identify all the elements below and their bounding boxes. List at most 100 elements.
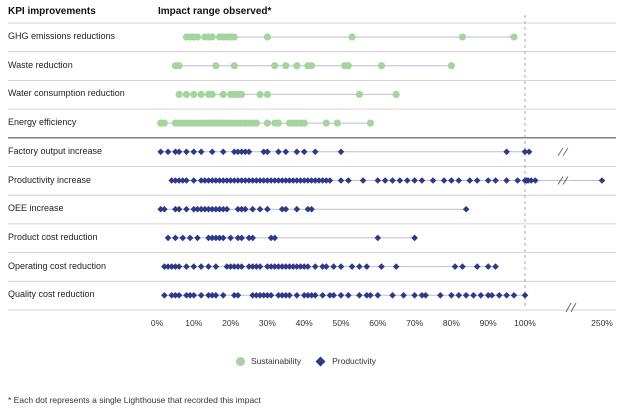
x-tick-label: 250% [591,318,613,328]
productivity-point [392,263,400,270]
productivity-point [197,177,205,184]
productivity-point [466,177,474,184]
productivity-point [304,177,312,184]
row-label: Operating cost reduction [8,260,107,271]
productivity-point [374,292,382,299]
productivity-point [293,177,301,184]
productivity-point [168,292,176,299]
productivity-point [503,292,510,299]
productivity-point [190,292,198,299]
productivity-point [245,263,253,270]
productivity-point [311,292,319,299]
productivity-point [183,292,190,299]
productivity-point [345,292,352,299]
row-break-mark [562,176,569,185]
productivity-point [249,292,256,299]
productivity-point [242,148,249,156]
productivity-point [223,263,231,270]
productivity-point [175,263,183,270]
productivity-point [230,263,238,270]
productivity-point [514,177,521,184]
x-tick-label: 20% [222,318,240,328]
productivity-point [212,263,220,270]
productivity-point [278,177,286,184]
productivity-point [455,177,463,184]
sustainability-point [175,90,183,98]
productivity-point [264,177,271,184]
productivity-point [448,177,455,184]
productivity-point [249,177,256,184]
row-label: Energy efficiency [8,117,77,128]
productivity-point [183,263,190,270]
productivity-point [238,234,245,242]
productivity-point [264,205,271,213]
productivity-point [293,263,301,270]
productivity-point [374,234,382,242]
productivity-point [484,292,492,299]
productivity-point [286,263,293,270]
sustainability-point [230,62,238,70]
productivity-point [186,234,194,242]
productivity-point [525,148,533,156]
row-label: Factory output increase [8,145,103,156]
row-label: Productivity increase [8,174,92,185]
productivity-point [451,263,459,270]
productivity-point [212,177,220,184]
productivity-point [396,177,404,184]
productivity-legend-marker [315,356,326,366]
productivity-point [212,234,220,242]
productivity-point [484,177,492,184]
productivity-point [227,234,234,242]
productivity-point [205,234,212,242]
row-label: Water consumption reduction [8,88,125,99]
productivity-point [308,205,315,213]
sustainability-point [230,33,238,41]
productivity-point [234,234,242,242]
productivity-point [168,263,176,270]
row-break-mark [557,176,564,185]
sustainability-point [348,33,356,41]
productivity-point [337,263,345,270]
sustainability-point [282,62,290,70]
productivity-point [212,292,220,299]
productivity-point [267,234,275,242]
productivity-point [389,292,396,299]
sustainability-point [307,62,316,70]
productivity-point [282,263,290,270]
productivity-point [249,234,256,242]
productivity-point [322,263,330,270]
productivity-point [172,263,179,270]
productivity-point [238,177,245,184]
productivity-point [205,177,212,184]
productivity-point [172,205,179,213]
productivity-point [300,177,308,184]
productivity-point [197,292,205,299]
productivity-point [311,177,319,184]
productivity-point [411,177,418,184]
productivity-point [256,292,264,299]
productivity-point [253,177,260,184]
productivity-point [271,263,279,270]
productivity-point [337,292,345,299]
sustainability-point [366,119,375,127]
productivity-point [521,292,529,299]
productivity-point [205,292,212,299]
productivity-point [304,292,312,299]
productivity-point [227,263,234,270]
productivity-point [282,177,290,184]
productivity-point [293,205,301,213]
productivity-point [197,148,205,156]
productivity-point [297,177,304,184]
productivity-point [289,263,297,270]
productivity-point [256,205,264,213]
productivity-point [297,263,304,270]
sustainability-point [263,90,271,98]
productivity-point [462,292,470,299]
sustainability-legend-marker [236,356,245,366]
productivity-point [308,292,315,299]
productivity-point [205,205,212,213]
productivity-point [208,205,216,213]
productivity-point [326,292,334,299]
productivity-point [510,292,518,299]
